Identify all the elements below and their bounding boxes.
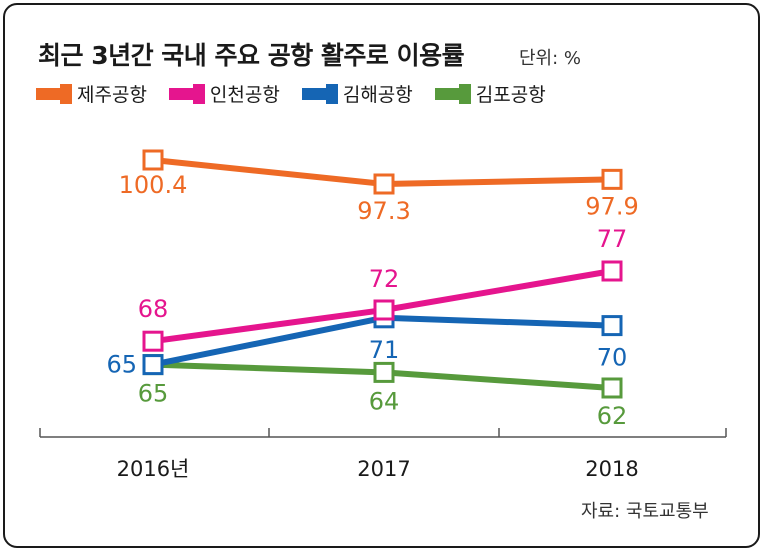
marker-jeju-2 (601, 168, 623, 190)
legend-swatch-gimpo (434, 83, 471, 104)
marker-jeju-1 (373, 173, 395, 195)
source-note: 자료: 국토교통부 (581, 501, 709, 522)
marker-jeju-0 (142, 149, 164, 171)
x-tick-label-1: 2017 (357, 457, 410, 481)
data-label-gimpo-1: 64 (369, 387, 400, 415)
x-tick-label-0: 2016년 (117, 457, 190, 481)
legend-swatch-jeju (36, 83, 72, 104)
legend-item-gimpo: 김포공항 (434, 80, 546, 107)
legend-label-gimhae: 김해공항 (342, 84, 413, 106)
legend-item-gimhae: 김해공항 (301, 80, 413, 107)
marker-gimhae-2 (601, 315, 623, 337)
data-label-gimpo-2: 62 (597, 402, 628, 430)
data-label-gimhae-2: 70 (597, 344, 628, 372)
legend-item-incheon: 인천공항 (168, 80, 280, 107)
data-label-incheon-2: 77 (597, 225, 628, 253)
legend: 제주공항 인천공항 김해공항 김포공항 (36, 80, 568, 107)
chart-frame (3, 3, 760, 548)
x-tick-label-2: 2018 (585, 457, 638, 481)
legend-label-jeju: 제주공항 (77, 84, 147, 106)
marker-gimpo-1 (373, 361, 395, 383)
data-label-incheon-1: 72 (369, 265, 400, 293)
marker-incheon-0 (142, 330, 164, 352)
legend-swatch-gimhae (301, 83, 338, 104)
data-label-incheon-0: 68 (138, 295, 169, 323)
data-label-gimhae-1: 71 (369, 336, 400, 364)
legend-label-gimpo: 김포공항 (475, 84, 546, 106)
unit-label: 단위: % (519, 48, 582, 69)
marker-incheon-1 (373, 299, 395, 321)
legend-swatch-incheon (168, 83, 205, 104)
data-label-gimpo-0: 65 (138, 380, 169, 408)
data-label-jeju-1: 97.3 (357, 197, 410, 225)
legend-label-incheon: 인천공항 (209, 84, 280, 106)
marker-gimpo-2 (601, 377, 623, 399)
data-label-jeju-0: 100.4 (119, 171, 188, 199)
chart-title: 최근 3년간 국내 주요 공항 활주로 이용률 (38, 41, 465, 70)
data-label-gimhae-0: 65 (106, 351, 137, 379)
data-label-jeju-2: 97.9 (585, 192, 638, 220)
legend-item-jeju: 제주공항 (36, 80, 147, 107)
marker-incheon-2 (601, 260, 623, 282)
marker-gimhae-0 (142, 354, 164, 376)
